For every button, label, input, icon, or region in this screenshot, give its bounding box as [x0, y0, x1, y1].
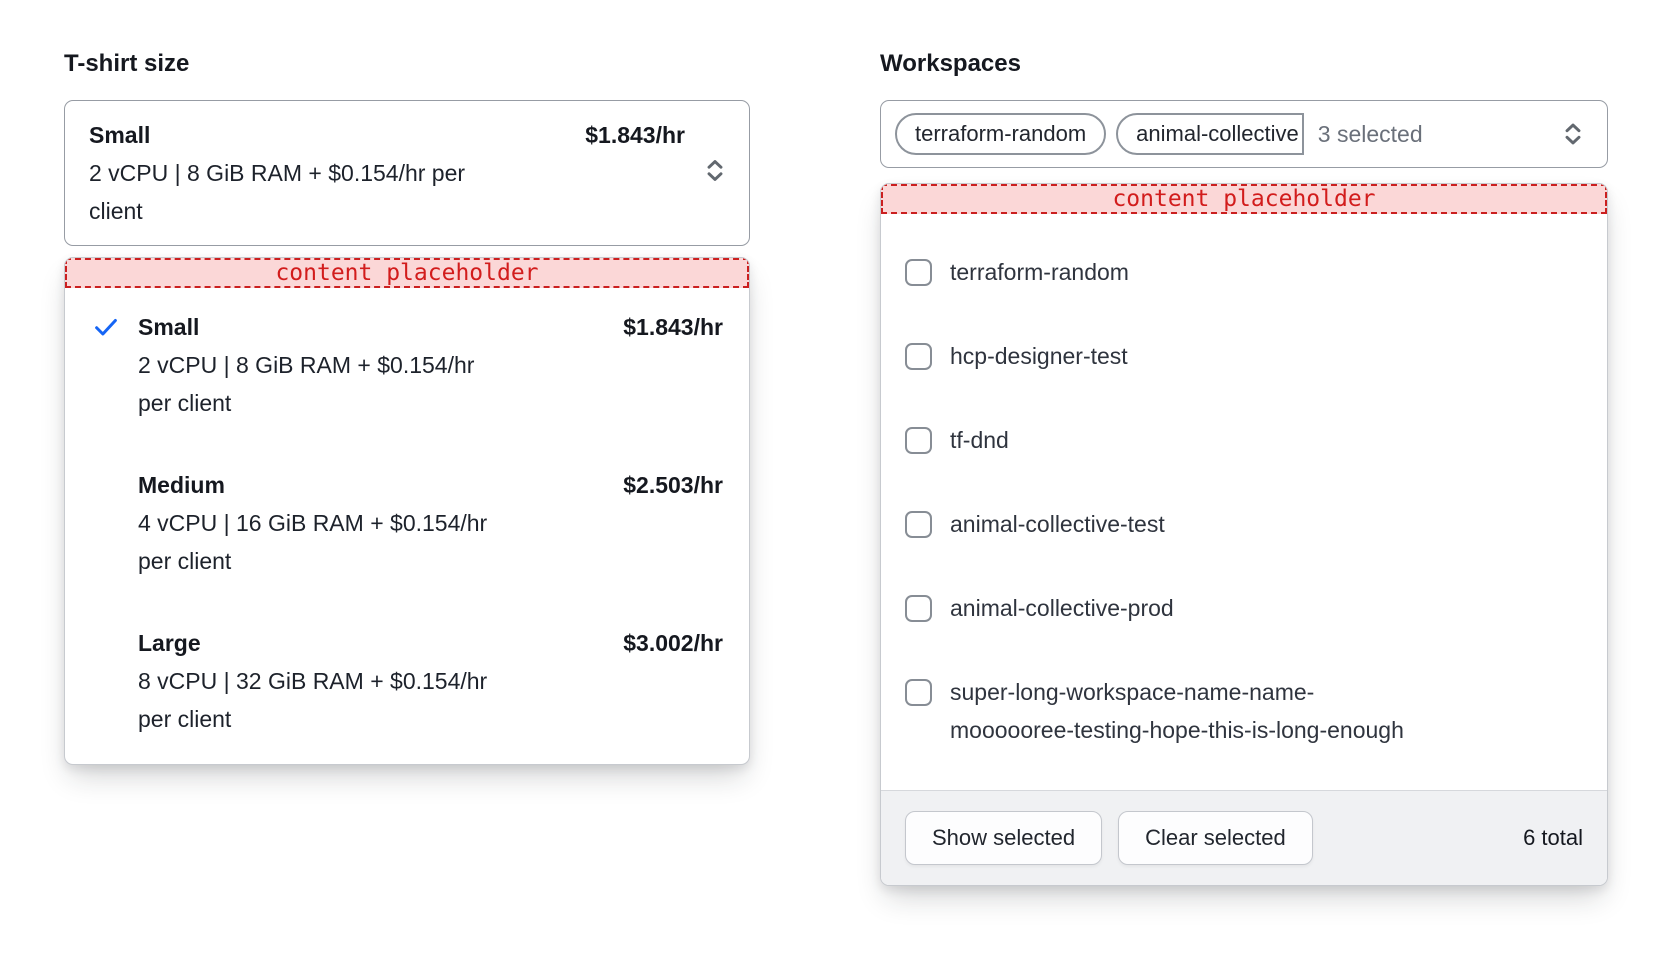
workspace-option[interactable]: hcp-designer-test [905, 314, 1583, 398]
option-subtitle: 8 vCPU | 32 GiB RAM + $0.154/hr per clie… [138, 668, 488, 732]
tshirt-size-field: T-shirt size Small $1.843/hr 2 vCPU | 8 … [64, 50, 750, 765]
workspaces-dropdown: content placeholder terraform-random hcp… [880, 183, 1608, 886]
option-title: Small [138, 314, 200, 340]
size-option-small[interactable]: Small $1.843/hr 2 vCPU | 8 GiB RAM + $0.… [91, 308, 723, 422]
tshirt-size-label: T-shirt size [64, 50, 190, 77]
tshirt-size-dropdown: content placeholder Small $1.843/hr 2 vC… [64, 257, 750, 765]
option-title: Medium [138, 472, 225, 498]
workspace-name: terraform-random [950, 259, 1129, 285]
workspaces-multiselect-trigger[interactable]: terraform-random animal-collective 3 sel… [880, 100, 1608, 168]
selected-size-subtitle: 2 vCPU | 8 GiB RAM + $0.154/hr per clien… [89, 160, 466, 224]
workspace-option[interactable]: animal-collective-prod [905, 566, 1583, 650]
option-subtitle: 2 vCPU | 8 GiB RAM + $0.154/hr per clien… [138, 352, 475, 416]
caret-sort-icon [1559, 120, 1587, 148]
workspaces-label: Workspaces [880, 50, 1021, 77]
tshirt-size-select-trigger[interactable]: Small $1.843/hr 2 vCPU | 8 GiB RAM + $0.… [64, 100, 750, 246]
workspace-option[interactable]: terraform-random [905, 230, 1583, 314]
show-selected-button[interactable]: Show selected [905, 811, 1103, 865]
option-title: Large [138, 630, 201, 656]
workspace-option[interactable]: animal-collective-test [905, 482, 1583, 566]
workspaces-field: Workspaces terraform-random animal-colle… [880, 50, 1608, 886]
selected-size-title: Small [89, 122, 151, 148]
option-subtitle: 4 vCPU | 16 GiB RAM + $0.154/hr per clie… [138, 510, 488, 574]
checkbox[interactable] [905, 259, 932, 286]
option-price: $3.002/hr [623, 630, 723, 656]
caret-sort-icon [701, 157, 729, 190]
workspace-name: animal-collective-test [950, 511, 1165, 537]
checkbox[interactable] [905, 427, 932, 454]
total-count-label: 6 total [1523, 825, 1583, 850]
check-placeholder [91, 624, 138, 738]
tag-pill-animal-collective[interactable]: animal-collective [1116, 113, 1304, 155]
content-placeholder-banner: content placeholder [881, 184, 1607, 214]
size-option-large[interactable]: Large $3.002/hr 8 vCPU | 32 GiB RAM + $0… [91, 624, 723, 738]
workspaces-dropdown-footer: Show selected Clear selected 6 total [881, 790, 1607, 885]
size-options-list: Small $1.843/hr 2 vCPU | 8 GiB RAM + $0.… [65, 288, 749, 764]
option-price: $1.843/hr [623, 314, 723, 340]
selected-count-label: 3 selected [1317, 120, 1423, 147]
workspace-option[interactable]: tf-dnd [905, 398, 1583, 482]
check-placeholder [91, 466, 138, 580]
checkbox[interactable] [905, 511, 932, 538]
selected-size-price: $1.843/hr [585, 122, 685, 148]
checkbox[interactable] [905, 343, 932, 370]
workspace-name: animal-collective-prod [950, 595, 1174, 621]
tag-pill-terraform-random[interactable]: terraform-random [895, 113, 1107, 155]
checkbox[interactable] [905, 679, 932, 706]
workspaces-options-list: terraform-random hcp-designer-test tf-dn… [881, 214, 1607, 790]
content-placeholder-banner: content placeholder [65, 258, 749, 288]
checkbox[interactable] [905, 595, 932, 622]
workspace-name: hcp-designer-test [950, 343, 1128, 369]
size-option-medium[interactable]: Medium $2.503/hr 4 vCPU | 16 GiB RAM + $… [91, 466, 723, 580]
option-price: $2.503/hr [623, 472, 723, 498]
clear-selected-button[interactable]: Clear selected [1118, 811, 1313, 865]
workspace-name: super-long-workspace-name-name-moooooree… [950, 679, 1404, 743]
workspace-option[interactable]: super-long-workspace-name-name-moooooree… [905, 650, 1583, 772]
check-icon [91, 308, 138, 422]
workspace-name: tf-dnd [950, 427, 1009, 453]
